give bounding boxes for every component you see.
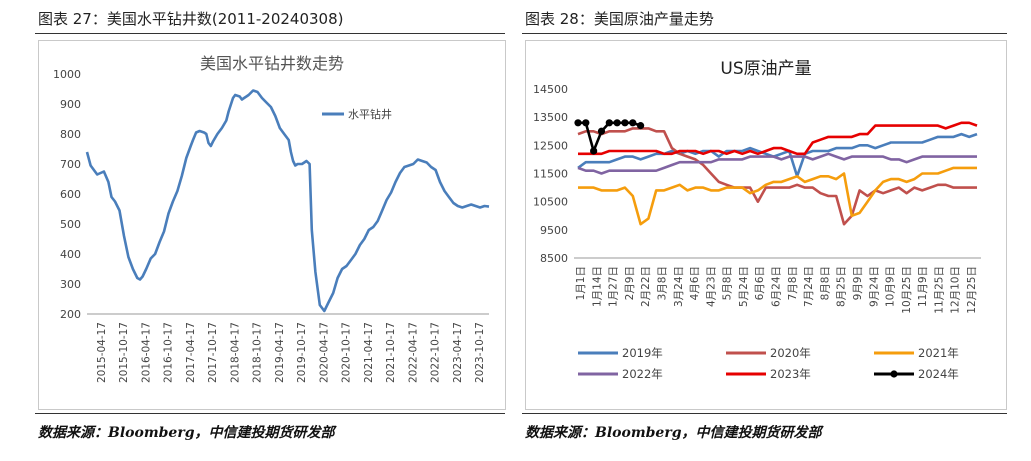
x-tick-label: 1月14日 — [591, 266, 603, 307]
legend-label: 2023年 — [770, 367, 811, 381]
series-line-2019年 — [577, 132, 978, 178]
x-tick-label: 2021-10-17 — [385, 322, 397, 383]
series-marker-2024年 — [582, 119, 590, 127]
x-tick-label: 3月8日 — [656, 266, 668, 300]
chart-title: 美国水平钻井数走势 — [200, 54, 344, 73]
y-tick-label: 500 — [60, 218, 81, 231]
x-tick-label: 2020-10-17 — [341, 322, 353, 383]
x-tick-label: 10月25日 — [901, 266, 913, 314]
x-tick-label: 5月24日 — [738, 266, 750, 307]
source-note-left: 数据来源：Bloomberg，中信建投期货研发部 — [38, 425, 335, 441]
x-tick-label: 12月25日 — [966, 266, 978, 314]
x-tick-label: 2022-10-17 — [430, 322, 442, 383]
x-tick-label: 7月8日 — [787, 266, 799, 300]
y-tick-label: 800 — [60, 128, 81, 141]
x-tick-label: 6月24日 — [771, 266, 783, 307]
legend-label: 水平钻井 — [348, 107, 392, 121]
x-tick-label: 2023-04-17 — [452, 322, 464, 383]
y-tick-label: 14500 — [533, 83, 568, 96]
figure-title-right: 图表 28：美国原油产量走势 — [525, 10, 714, 28]
series-marker-2024年 — [590, 147, 598, 155]
y-tick-label: 200 — [60, 308, 81, 321]
x-tick-label: 1月27日 — [608, 266, 620, 307]
x-tick-label: 6月6日 — [754, 266, 766, 300]
horizontal-rigs-chart: 美国水平钻井数走势 200 300 400 500 600 700 800 900 1000 201… — [53, 54, 490, 383]
x-tick-label: 4月23日 — [705, 266, 717, 307]
x-tick-label: 2017-10-17 — [207, 322, 219, 383]
x-tick-label: 2016-04-17 — [140, 322, 152, 383]
y-tick-label: 700 — [60, 158, 81, 171]
x-tick-label: 2015-04-17 — [96, 322, 108, 383]
x-tick-label: 2018-04-17 — [229, 322, 241, 383]
series-marker-2024年 — [574, 119, 582, 127]
x-tick-label: 2016-10-17 — [163, 322, 175, 383]
bottom-rule-left — [35, 413, 505, 414]
series-marker-2024年 — [629, 119, 637, 127]
y-tick-label: 12500 — [533, 139, 568, 152]
x-tick-label: 12月10日 — [950, 266, 962, 314]
legend-label: 2022年 — [622, 367, 663, 381]
x-tick-label: 8月25日 — [836, 266, 848, 307]
legend-label: 2019年 — [622, 346, 663, 360]
y-tick-label: 13500 — [533, 111, 568, 124]
series-line-2022年 — [577, 152, 977, 175]
x-tick-label: 2021-04-17 — [363, 322, 375, 383]
x-tick-label: 2月9日 — [624, 266, 636, 300]
x-tick-label: 5月8日 — [722, 266, 734, 300]
x-tick-label: 2019-10-17 — [296, 322, 308, 383]
chart-panel-left: 美国水平钻井数走势 200 300 400 500 600 700 800 900 1000 201… — [38, 40, 506, 410]
x-tick-label: 9月24日 — [868, 266, 880, 307]
series-line-2024年 — [578, 121, 642, 153]
series-line-2020年 — [577, 127, 977, 226]
chart-title: US原油产量 — [720, 59, 811, 79]
legend-marker — [890, 370, 898, 378]
x-tick-label: 2019-04-17 — [274, 322, 286, 383]
x-tick-label: 11月9日 — [917, 266, 929, 307]
x-tick-label: 2月22日 — [640, 266, 652, 307]
x-tick-label: 2017-04-17 — [185, 322, 197, 383]
series-line-horizontal-rigs — [85, 89, 490, 313]
x-tick-label: 1月1日 — [575, 266, 587, 300]
y-tick-label: 9500 — [540, 224, 568, 237]
x-tick-label: 8月8日 — [819, 266, 831, 300]
chart-panel-right: US原油产量 8500 9500 10500 11500 12500 13500 14500 1… — [525, 40, 1007, 410]
series-marker-2024年 — [613, 119, 621, 127]
legend-label: 2020年 — [770, 346, 811, 360]
y-tick-label: 10500 — [533, 196, 568, 209]
series-line-2021年 — [578, 166, 977, 226]
series-marker-2024年 — [597, 127, 606, 135]
y-tick-label: 8500 — [540, 252, 568, 265]
y-tick-label: 1000 — [53, 68, 81, 81]
x-tick-label: 2020-04-17 — [318, 322, 330, 383]
x-tick-label: 10月9日 — [885, 266, 897, 307]
series-marker-2024年 — [636, 122, 645, 130]
x-tick-label: 7月24日 — [803, 266, 815, 307]
x-tick-label: 3月24日 — [673, 266, 685, 307]
legend-label: 2024年 — [918, 367, 959, 381]
title-rule-right — [522, 33, 1007, 34]
figure-title-left: 图表 27：美国水平钻井数(2011-20240308) — [38, 10, 344, 28]
x-tick-label: 11月25日 — [933, 266, 945, 314]
y-tick-label: 900 — [60, 98, 81, 111]
bottom-rule-right — [522, 413, 1007, 414]
series-marker-2024年 — [605, 119, 613, 127]
us-crude-production-chart: US原油产量 8500 9500 10500 11500 12500 13500 14500 1… — [533, 59, 981, 381]
title-rule-left — [35, 33, 505, 34]
source-note-right: 数据来源：Bloomberg，中信建投期货研发部 — [525, 425, 822, 441]
y-tick-label: 11500 — [533, 168, 568, 181]
series-line-2023年 — [578, 121, 978, 156]
x-tick-label: 4月6日 — [689, 266, 701, 300]
y-tick-label: 400 — [60, 248, 81, 261]
x-tick-label: 9月9日 — [852, 266, 864, 300]
x-tick-label: 2018-10-17 — [252, 322, 264, 383]
y-tick-label: 300 — [60, 278, 81, 291]
x-tick-label: 2022-04-17 — [407, 322, 419, 383]
x-tick-label: 2023-10-17 — [474, 322, 486, 383]
series-marker-2024年 — [621, 119, 629, 127]
legend-label: 2021年 — [918, 346, 959, 360]
y-tick-label: 600 — [60, 188, 81, 201]
x-tick-label: 2015-10-17 — [118, 322, 130, 383]
